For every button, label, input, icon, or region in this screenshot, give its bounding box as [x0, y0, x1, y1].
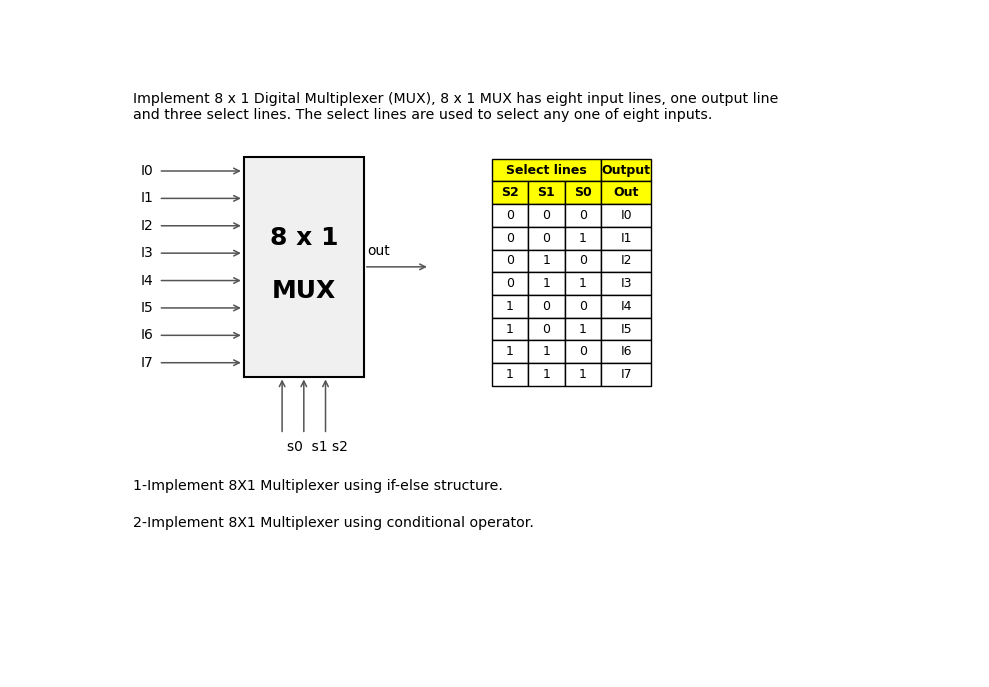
Bar: [528, 363, 565, 386]
Text: Output: Output: [601, 164, 651, 177]
Text: 0: 0: [579, 254, 586, 267]
Bar: [565, 363, 601, 386]
Text: 1: 1: [579, 368, 586, 381]
Text: 1: 1: [506, 368, 514, 381]
Text: 0: 0: [579, 300, 586, 313]
Text: 1: 1: [542, 277, 550, 290]
Bar: [492, 340, 528, 363]
Text: I0: I0: [620, 209, 632, 222]
Text: 1: 1: [579, 322, 586, 335]
Text: I7: I7: [141, 356, 154, 370]
Text: 1: 1: [542, 254, 550, 267]
Bar: [528, 295, 565, 317]
Bar: [601, 249, 652, 272]
Bar: [492, 317, 528, 340]
Text: out: out: [368, 244, 391, 258]
Text: Implement 8 x 1 Digital Multiplexer (MUX), 8 x 1 MUX has eight input lines, one : Implement 8 x 1 Digital Multiplexer (MUX…: [133, 91, 778, 122]
Text: I2: I2: [620, 254, 632, 267]
Text: s0  s1 s2: s0 s1 s2: [287, 440, 348, 455]
Bar: [601, 159, 652, 181]
Text: 0: 0: [542, 300, 551, 313]
Bar: [601, 181, 652, 204]
Text: I5: I5: [620, 322, 632, 335]
Text: 1-Implement 8X1 Multiplexer using if-else structure.: 1-Implement 8X1 Multiplexer using if-els…: [133, 479, 502, 493]
Text: 2-Implement 8X1 Multiplexer using conditional operator.: 2-Implement 8X1 Multiplexer using condit…: [133, 516, 534, 530]
Bar: [565, 295, 601, 317]
Bar: [565, 340, 601, 363]
Text: 0: 0: [506, 254, 514, 267]
Bar: [565, 227, 601, 249]
Bar: [528, 272, 565, 295]
Bar: [601, 363, 652, 386]
Text: I6: I6: [141, 328, 154, 342]
Text: Out: Out: [613, 186, 639, 199]
Text: 1: 1: [542, 346, 550, 358]
Bar: [528, 181, 565, 204]
Text: I1: I1: [620, 232, 632, 245]
Bar: [528, 249, 565, 272]
Text: MUX: MUX: [272, 280, 336, 304]
Bar: [528, 227, 565, 249]
Text: 0: 0: [542, 209, 551, 222]
Text: 0: 0: [506, 277, 514, 290]
Text: I0: I0: [141, 164, 154, 178]
Bar: [601, 340, 652, 363]
Text: 0: 0: [579, 346, 586, 358]
Bar: [565, 204, 601, 227]
Bar: [565, 272, 601, 295]
Bar: [601, 295, 652, 317]
Text: 1: 1: [579, 232, 586, 245]
Text: 0: 0: [542, 232, 551, 245]
Bar: [601, 272, 652, 295]
Text: 1: 1: [542, 368, 550, 381]
Text: I4: I4: [141, 273, 154, 288]
Bar: [492, 249, 528, 272]
Bar: [528, 317, 565, 340]
Bar: [492, 159, 601, 181]
Bar: [492, 227, 528, 249]
Bar: [492, 204, 528, 227]
Bar: [565, 181, 601, 204]
Bar: [492, 272, 528, 295]
Text: Select lines: Select lines: [506, 164, 586, 177]
Text: I5: I5: [141, 301, 154, 315]
Bar: [492, 181, 528, 204]
Text: 0: 0: [579, 209, 586, 222]
Text: S2: S2: [501, 186, 519, 199]
Text: 0: 0: [542, 322, 551, 335]
Text: 1: 1: [506, 346, 514, 358]
Bar: [565, 317, 601, 340]
Text: I2: I2: [141, 218, 154, 233]
Bar: [565, 249, 601, 272]
Bar: [601, 317, 652, 340]
Text: 1: 1: [506, 322, 514, 335]
Text: S1: S1: [537, 186, 555, 199]
Text: I7: I7: [620, 368, 632, 381]
Text: I4: I4: [620, 300, 632, 313]
Bar: [492, 363, 528, 386]
Text: 0: 0: [506, 209, 514, 222]
Text: 1: 1: [506, 300, 514, 313]
Bar: [601, 204, 652, 227]
Text: I1: I1: [141, 192, 154, 205]
Text: I6: I6: [620, 346, 632, 358]
Text: I3: I3: [620, 277, 632, 290]
Bar: [528, 204, 565, 227]
Text: S0: S0: [574, 186, 591, 199]
Text: I3: I3: [141, 246, 154, 260]
Bar: [601, 227, 652, 249]
Bar: [243, 157, 364, 376]
Bar: [528, 340, 565, 363]
Text: 8 x 1: 8 x 1: [270, 225, 338, 249]
Bar: [492, 295, 528, 317]
Text: 0: 0: [506, 232, 514, 245]
Text: 1: 1: [579, 277, 586, 290]
